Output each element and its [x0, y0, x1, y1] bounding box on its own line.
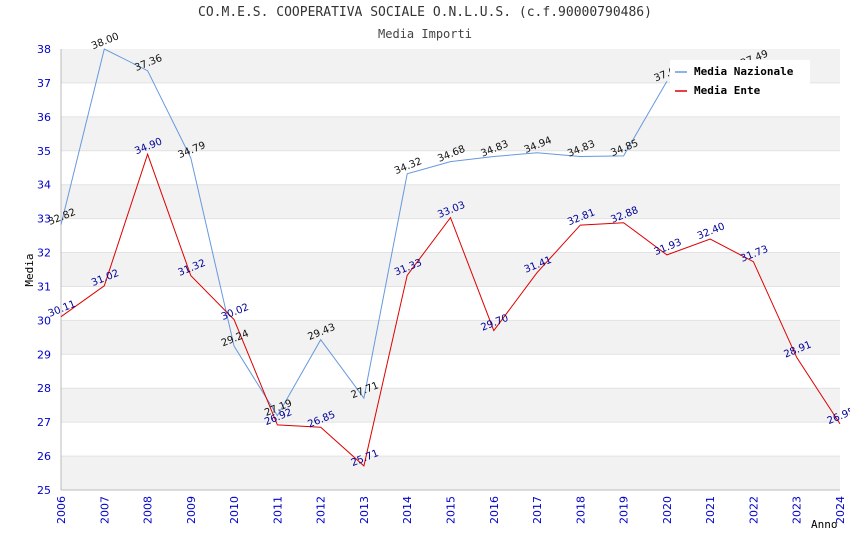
y-tick-label: 26 [37, 450, 51, 463]
legend-entry-ente: Media Ente [694, 84, 761, 97]
x-tick-label: 2017 [531, 496, 544, 524]
x-tick-label: 2024 [834, 496, 847, 524]
grid-band [61, 456, 840, 490]
series-line-media-ente [60, 152, 841, 467]
y-axis-label: Media [23, 253, 36, 286]
y-tick-label: 38 [37, 43, 51, 56]
legend-entry-naz: Media Nazionale [694, 65, 794, 78]
grid-band [61, 320, 840, 355]
y-tick-label: 25 [37, 484, 51, 497]
grid-band [61, 252, 840, 287]
y-tick-label: 36 [37, 111, 51, 124]
y-tick-labels: 25 26 27 28 29 30 31 32 33 34 35 36 37 38 [37, 43, 51, 497]
grid-bands [61, 49, 840, 491]
x-tick-label: 2015 [445, 496, 458, 524]
grid-band [61, 116, 840, 151]
x-tick-label: 2008 [142, 496, 155, 524]
grid-band [61, 354, 840, 389]
y-tick-label: 35 [37, 145, 51, 158]
x-tick-label: 2006 [55, 496, 68, 524]
y-tick-label: 27 [37, 416, 51, 429]
x-tick-label: 2020 [661, 496, 674, 524]
grid-band [61, 286, 840, 321]
y-tick-label: 28 [37, 382, 51, 395]
y-tick-label: 34 [37, 179, 51, 192]
chart-subtitle: Media Importi [378, 27, 472, 41]
x-tick-label: 2012 [315, 496, 328, 524]
grid-band [61, 388, 840, 423]
grid-band [61, 422, 840, 457]
x-tick-label: 2010 [228, 496, 241, 524]
grid-band [61, 218, 840, 253]
y-tick-label: 29 [37, 348, 51, 361]
chart-title: CO.M.E.S. COOPERATIVA SOCIALE O.N.L.U.S.… [198, 5, 652, 20]
x-tick-label: 2014 [401, 496, 414, 524]
x-tick-label: 2023 [791, 496, 804, 524]
x-tick-labels: 2006 2007 2008 2009 2010 2011 2012 2013 2014 2015… [55, 496, 847, 524]
y-tick-label: 31 [37, 280, 51, 293]
x-tick-label: 2016 [488, 496, 501, 524]
y-tick-label: 32 [37, 247, 51, 260]
x-tick-label: 2019 [618, 496, 631, 524]
legend-box [670, 60, 810, 101]
y-tick-label: 30 [37, 314, 51, 327]
series-lines [60, 49, 841, 467]
axes [60, 49, 840, 491]
legend: Media Nazionale Media Ente [670, 60, 810, 101]
grid-band [61, 184, 840, 219]
x-tick-label: 2022 [747, 496, 760, 524]
x-tick-label: 2018 [574, 496, 587, 524]
x-tick-label: 2021 [704, 496, 717, 524]
x-tick-label: 2011 [271, 496, 284, 524]
grid-band [61, 150, 840, 185]
x-axis-label: Anno [811, 518, 838, 531]
x-tick-label: 2013 [358, 496, 371, 524]
x-tick-label: 2007 [98, 496, 111, 524]
x-tick-label: 2009 [185, 496, 198, 524]
y-tick-label: 37 [37, 77, 51, 90]
y-tick-label: 33 [37, 213, 51, 226]
